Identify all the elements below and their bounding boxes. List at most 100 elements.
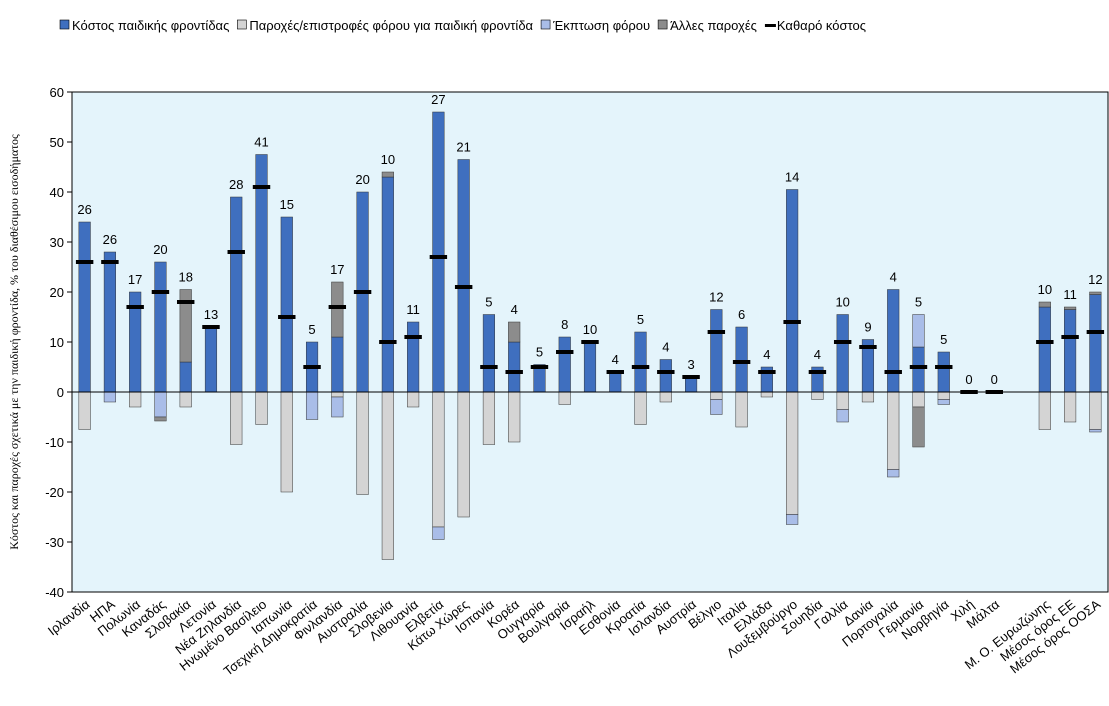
bar-segment: [204, 326, 218, 393]
net-cost-label: 10: [1038, 282, 1052, 297]
bar-segment: [786, 391, 799, 515]
net-cost-label: 10: [381, 152, 395, 167]
x-tick-label: Ιρλανδία: [45, 596, 93, 638]
bar-segment: [685, 377, 698, 393]
net-cost-marker: [530, 365, 549, 369]
bar-segment: [331, 396, 344, 418]
net-cost-marker: [252, 185, 271, 189]
bar-segment: [305, 391, 319, 420]
bar-segment: [457, 159, 470, 393]
bar-segment: [230, 196, 243, 393]
bar-segment: [912, 406, 925, 448]
bar-segment: [786, 189, 799, 393]
net-cost-label: 8: [561, 317, 568, 332]
bar-segment: [836, 314, 849, 393]
y-tick-label: -10: [45, 435, 64, 450]
bar-segment: [1089, 391, 1102, 430]
legend-label: Κόστος παιδικής φροντίδας: [72, 18, 229, 33]
net-cost-marker: [1061, 335, 1079, 339]
net-cost-marker: [783, 320, 801, 324]
net-cost-marker: [126, 305, 144, 309]
net-cost-label: 4: [890, 270, 897, 285]
bar-segment: [482, 314, 495, 393]
bar-segment: [836, 409, 849, 423]
bar-segment: [407, 321, 420, 393]
net-cost-label: 27: [431, 92, 445, 107]
net-cost-marker: [1086, 330, 1105, 334]
y-tick-label: -30: [45, 535, 64, 550]
legend-label: Καθαρό κόστος: [777, 18, 866, 33]
y-tick-label: 40: [50, 185, 64, 200]
net-cost-marker: [404, 335, 422, 339]
bar-segment: [381, 391, 394, 560]
net-cost-label: 0: [991, 372, 998, 387]
bar-segment: [786, 514, 799, 525]
net-cost-marker: [379, 340, 397, 344]
bar-segment: [836, 391, 849, 410]
net-cost-label: 12: [1088, 272, 1102, 287]
net-cost-marker: [227, 250, 245, 254]
bar-segment: [558, 391, 571, 405]
bar-segment: [154, 391, 167, 418]
net-cost-marker: [480, 365, 498, 369]
legend-swatch: [59, 19, 70, 30]
bar-segment: [634, 331, 647, 393]
net-cost-marker: [707, 330, 726, 334]
net-cost-marker: [732, 360, 751, 364]
bar-segment: [710, 391, 723, 400]
net-cost-label: 5: [637, 312, 644, 327]
net-cost-label: 4: [612, 352, 619, 367]
y-axis-label: Κόστος και παροχές σχετικά με την παιδικ…: [7, 134, 21, 550]
bar-segment: [1064, 391, 1077, 423]
net-cost-label: 26: [77, 202, 91, 217]
bar-segment: [609, 371, 622, 393]
net-cost-label: 5: [485, 295, 492, 310]
bar-segment: [255, 391, 268, 425]
net-cost-label: 15: [280, 197, 294, 212]
bar-segment: [331, 281, 344, 338]
bar-segment: [179, 361, 192, 393]
net-cost-label: 26: [103, 232, 117, 247]
legend-item: Παροχές/επιστροφές φόρου για παιδική φρο…: [237, 18, 534, 33]
net-cost-marker: [151, 290, 170, 294]
bar-segment: [508, 391, 521, 443]
bar-segment: [432, 111, 445, 393]
net-cost-marker: [758, 370, 776, 374]
net-cost-label: 11: [1063, 287, 1077, 302]
y-tick-label: 30: [50, 235, 64, 250]
bar-segment: [78, 391, 91, 430]
bar-segment: [78, 221, 91, 393]
net-cost-label: 0: [965, 372, 972, 387]
bar-segment: [735, 391, 748, 428]
bar-segment: [1089, 291, 1102, 295]
bar-segment: [407, 391, 420, 408]
legend-label: Παροχές/επιστροφές φόρου για παιδική φρο…: [249, 18, 533, 33]
net-cost-marker: [833, 340, 852, 344]
legend-item: Κόστος παιδικής φροντίδας: [59, 18, 229, 33]
net-cost-marker: [606, 370, 624, 374]
net-cost-label: 4: [814, 347, 821, 362]
y-tick-label: -20: [45, 485, 64, 500]
net-cost-label: 21: [456, 140, 470, 155]
bar-segment: [280, 391, 293, 493]
net-cost-label: 9: [864, 320, 871, 335]
legend-label: Άλλες παροχές: [670, 18, 757, 33]
legend-item: Έκπτωση φόρου: [540, 18, 650, 33]
bar-segment: [887, 289, 900, 393]
y-tick-label: 60: [50, 85, 64, 100]
bar-segment: [811, 391, 824, 400]
bar-segment: [659, 391, 672, 403]
net-cost-marker: [75, 260, 94, 264]
net-cost-label: 18: [178, 270, 192, 285]
bar-segment: [887, 391, 900, 470]
net-cost-label: 11: [406, 302, 420, 317]
bar-segment: [457, 391, 470, 518]
bar-segment: [103, 391, 116, 403]
bar-segment: [179, 289, 192, 363]
net-cost-label: 4: [763, 347, 770, 362]
bar-segment: [482, 391, 495, 445]
bar-segment: [937, 391, 950, 400]
net-cost-marker: [176, 300, 195, 304]
legend-label: Έκπτωση φόρου: [552, 18, 650, 33]
